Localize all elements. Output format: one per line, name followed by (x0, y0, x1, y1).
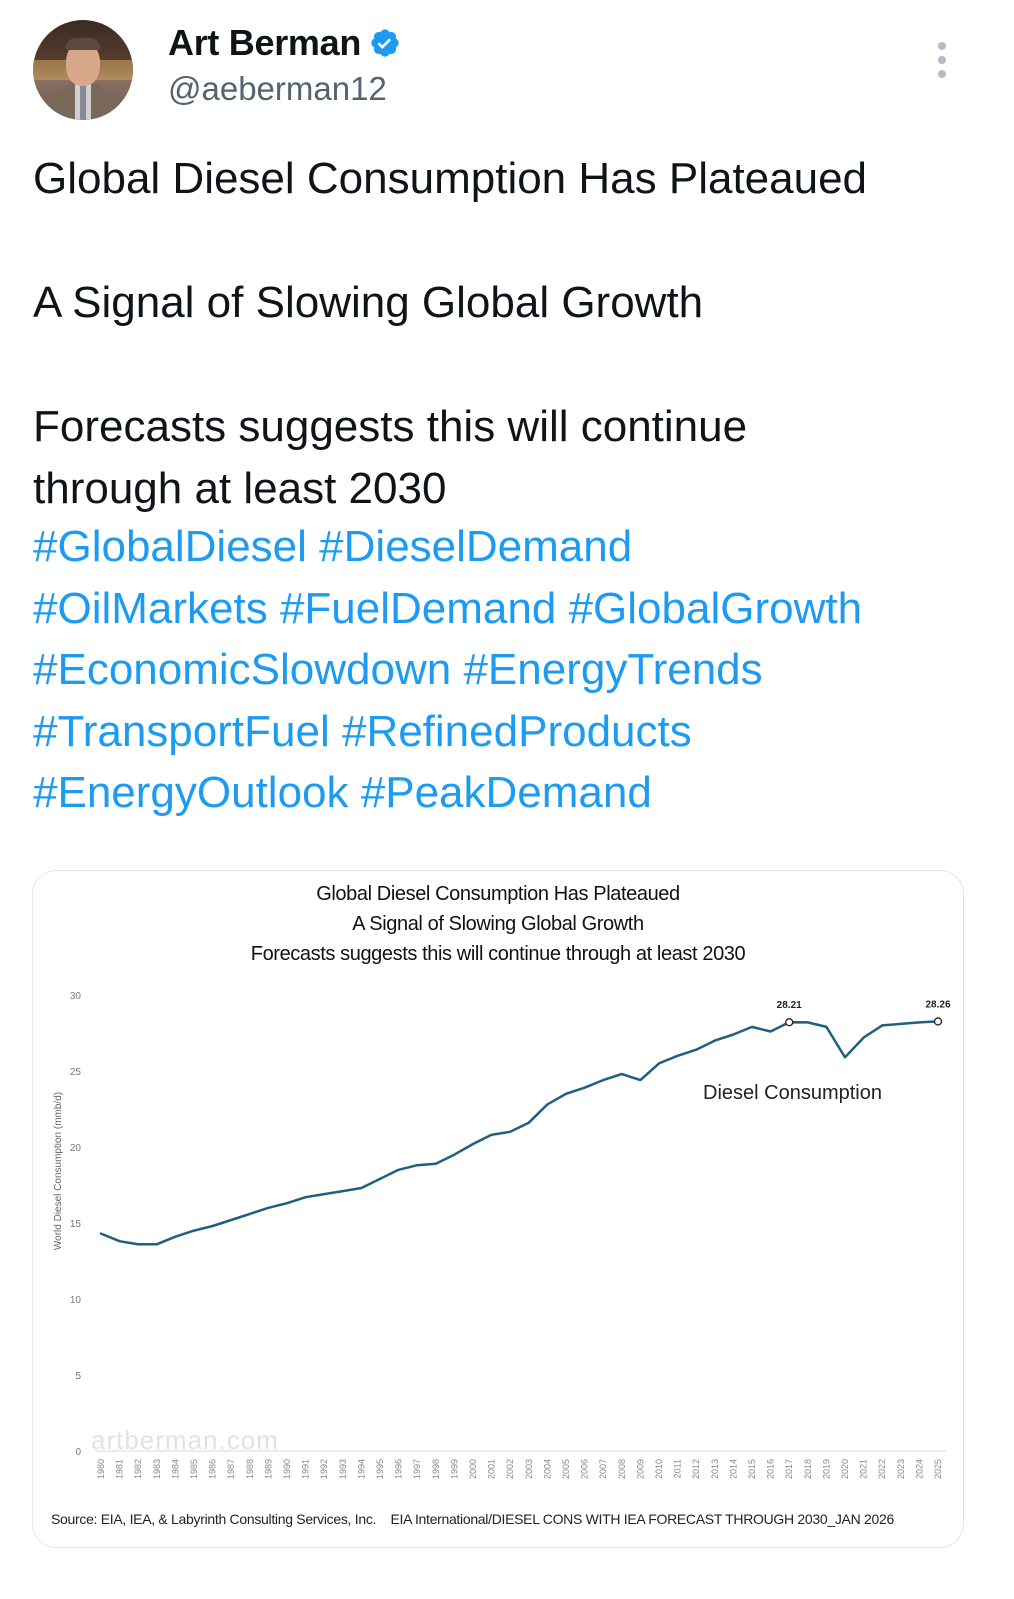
x-tick-label: 2005 (561, 1459, 571, 1479)
x-tick-label: 2021 (859, 1459, 869, 1479)
hashtag-link[interactable]: #EnergyTrends (463, 645, 763, 694)
series-line-diesel-consumption (99, 1020, 940, 1246)
x-tick-label: 1982 (133, 1459, 143, 1479)
more-vertical-icon[interactable] (930, 42, 954, 78)
x-tick-label: 1996 (394, 1459, 404, 1479)
x-tick-label: 2000 (468, 1459, 478, 1479)
x-tick-label: 2011 (673, 1459, 683, 1478)
tweet-line: Forecasts suggests this will continue (33, 402, 748, 451)
verified-badge-icon (371, 29, 399, 57)
x-tick-label: 2016 (766, 1459, 776, 1479)
y-tick-label: 25 (70, 1067, 82, 1078)
x-tick-label: 1986 (208, 1459, 218, 1479)
hashtag-link[interactable]: #PeakDemand (360, 768, 652, 817)
x-tick-label: 1997 (412, 1459, 422, 1479)
hashtag-link[interactable]: #GlobalDiesel (33, 522, 307, 571)
tweet-header: Art Berman @aeberman12 (0, 0, 1014, 130)
x-tick-label: 1981 (115, 1459, 125, 1479)
x-tick-label: 2007 (598, 1459, 608, 1479)
chart-source: Source: EIA, IEA, & Labyrinth Consulting… (51, 1511, 894, 1527)
x-tick-label: 1995 (375, 1459, 385, 1479)
source-text: Source: EIA, IEA, & Labyrinth Consulting… (51, 1511, 377, 1527)
y-tick-label: 30 (70, 991, 82, 1002)
y-tick-label: 0 (75, 1447, 81, 1458)
x-tick-label: 1990 (282, 1459, 292, 1479)
hashtag-link[interactable]: #TransportFuel (33, 706, 330, 756)
data-label: 28.21 (777, 1000, 802, 1011)
y-tick-label: 15 (70, 1219, 82, 1230)
tweet-line: through at least 2030 (33, 464, 447, 513)
x-tick-label: 1994 (356, 1459, 366, 1479)
hashtag-link[interactable]: #FuelDemand (279, 583, 557, 633)
y-tick-label: 20 (70, 1143, 82, 1154)
x-tick-label: 1999 (449, 1459, 459, 1479)
name-row: Art Berman (168, 22, 401, 64)
display-name[interactable]: Art Berman (168, 22, 362, 63)
media-image[interactable]: Global Diesel Consumption Has Plateaued … (32, 870, 964, 1548)
x-tick-label: 2009 (635, 1459, 645, 1479)
x-tick-label: 2025 (933, 1459, 943, 1479)
x-tick-label: 1985 (189, 1459, 199, 1479)
data-point-marker (933, 1017, 943, 1026)
hashtag-link[interactable]: #RefinedProducts (341, 706, 692, 756)
x-tick-label: 2010 (654, 1459, 664, 1479)
x-tick-label: 1991 (301, 1459, 311, 1479)
x-tick-label: 2019 (821, 1459, 831, 1479)
x-tick-label: 1983 (152, 1459, 162, 1479)
x-tick-label: 2023 (896, 1459, 906, 1479)
x-tick-label: 2015 (747, 1459, 757, 1479)
x-tick-label: 2001 (487, 1459, 497, 1479)
hashtags: #GlobalDiesel #DieselDemand #OilMarkets … (33, 516, 983, 824)
file-note: EIA International/DIESEL CONS WITH IEA F… (390, 1511, 894, 1527)
x-tick-label: 2018 (803, 1459, 813, 1479)
x-tick-label: 2006 (580, 1459, 590, 1479)
x-tick-label: 2020 (840, 1459, 850, 1479)
x-tick-label: 2017 (784, 1459, 794, 1479)
x-tick-label: 2012 (691, 1459, 701, 1479)
y-axis-label: World Diesel Consumption (mmb/d) (53, 1092, 64, 1250)
x-tick-label: 1992 (319, 1459, 329, 1479)
x-tick-label: 1998 (431, 1459, 441, 1479)
tweet-line: A Signal of Slowing Global Growth (33, 278, 704, 327)
y-tick-label: 10 (70, 1295, 82, 1306)
hashtag-link[interactable]: #GlobalGrowth (568, 583, 863, 633)
user-handle[interactable]: @aeberman12 (168, 70, 387, 107)
x-tick-label: 2003 (524, 1459, 534, 1479)
hashtag-link[interactable]: #EconomicSlowdown (33, 645, 452, 694)
chart-subtitle-2: Forecasts suggests this will continue th… (250, 943, 746, 965)
avatar[interactable] (33, 20, 133, 120)
data-label: 28.26 (925, 999, 950, 1010)
x-tick-label: 1987 (226, 1459, 236, 1479)
x-tick-label: 2024 (914, 1459, 924, 1479)
hashtag-link[interactable]: #OilMarkets (33, 583, 268, 633)
data-point-marker (785, 1018, 794, 1027)
x-tick-label: 2008 (617, 1459, 627, 1479)
hashtag-link[interactable]: #EnergyOutlook (33, 768, 349, 817)
x-tick-label: 2004 (542, 1459, 552, 1479)
x-tick-label: 2002 (505, 1459, 515, 1479)
x-tick-label: 1984 (170, 1459, 180, 1479)
x-tick-label: 1989 (263, 1459, 273, 1479)
chart-title: Global Diesel Consumption Has Plateaued (316, 883, 680, 905)
x-tick-label: 1988 (245, 1459, 255, 1479)
y-tick-label: 5 (75, 1371, 81, 1382)
x-tick-label: 2014 (728, 1459, 738, 1479)
tweet-text: Global Diesel Consumption Has Plateaued … (33, 148, 983, 520)
line-chart: World Diesel Consumption (mmb/d) artberm… (53, 991, 951, 1479)
series-label: Diesel Consumption (703, 1082, 882, 1104)
x-tick-label: 2013 (710, 1459, 720, 1479)
watermark: artberman.com (91, 1425, 279, 1455)
x-tick-label: 2022 (877, 1459, 887, 1479)
x-tick-label: 1993 (338, 1459, 348, 1479)
x-tick-label: 1980 (96, 1459, 106, 1479)
tweet-line: Global Diesel Consumption Has Plateaued (33, 154, 868, 203)
hashtag-link[interactable]: #DieselDemand (319, 522, 633, 571)
chart-subtitle: A Signal of Slowing Global Growth (352, 913, 644, 935)
